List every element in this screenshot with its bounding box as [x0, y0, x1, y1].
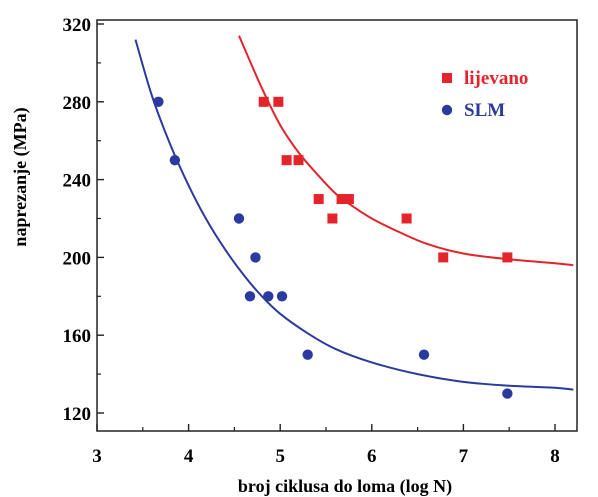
- data-point-slm: [169, 154, 181, 166]
- axis-ticks: [96, 23, 556, 431]
- y-tick-label: 160: [63, 326, 92, 347]
- x-tick-label: 4: [184, 446, 194, 467]
- data-point-lijevano: [438, 252, 449, 263]
- y-tick-label: 320: [63, 15, 92, 36]
- data-point-lijevano: [401, 213, 412, 224]
- data-point-slm: [233, 213, 245, 224]
- data-point-lijevano: [293, 155, 304, 166]
- data-point-lijevano: [273, 96, 284, 107]
- y-tick-label: 280: [63, 93, 92, 114]
- legend-label-slm: SLM: [464, 100, 505, 121]
- fit-curve-slm: [134, 39, 574, 391]
- data-point-lijevano: [281, 155, 292, 166]
- x-tick-label: 8: [550, 446, 560, 467]
- legend-marker-lijevano: [442, 73, 452, 83]
- data-point-slm: [250, 252, 261, 263]
- data-point-lijevano: [313, 194, 324, 205]
- x-tick-label: 6: [367, 446, 377, 467]
- x-tick-label: 7: [459, 446, 469, 467]
- data-point-lijevano: [336, 194, 347, 205]
- y-tick-label: 200: [63, 248, 92, 269]
- y-axis-label: naprezanje (MPa): [10, 107, 31, 246]
- x-axis-label: broj ciklusa do loma (log N): [238, 476, 452, 497]
- y-tick-labels: 120 160 200 240 280 320: [63, 15, 92, 425]
- x-tick-labels: 3 4 5 6 7 8: [92, 446, 560, 467]
- legend-marker-slm: [441, 104, 453, 116]
- data-point-lijevano: [502, 252, 513, 263]
- data-point-slm: [263, 291, 274, 302]
- plot-frame: [96, 19, 578, 432]
- data-point-slm: [502, 388, 513, 399]
- data-points: [153, 96, 513, 399]
- data-point-slm: [302, 349, 313, 360]
- y-tick-label: 120: [63, 404, 92, 425]
- data-point-lijevano: [327, 213, 338, 224]
- y-tick-label: 240: [63, 171, 92, 192]
- data-point-slm: [244, 291, 256, 302]
- data-point-lijevano: [258, 96, 269, 107]
- data-point-slm: [276, 291, 288, 302]
- x-tick-label: 3: [92, 446, 102, 467]
- data-point-slm: [153, 96, 164, 108]
- data-point-lijevano: [343, 194, 354, 205]
- x-tick-label: 5: [275, 446, 285, 467]
- plot-frame-border: [96, 19, 578, 432]
- legend: lijevano SLM: [441, 68, 528, 121]
- legend-label-lijevano: lijevano: [464, 68, 528, 89]
- data-point-slm: [418, 349, 430, 360]
